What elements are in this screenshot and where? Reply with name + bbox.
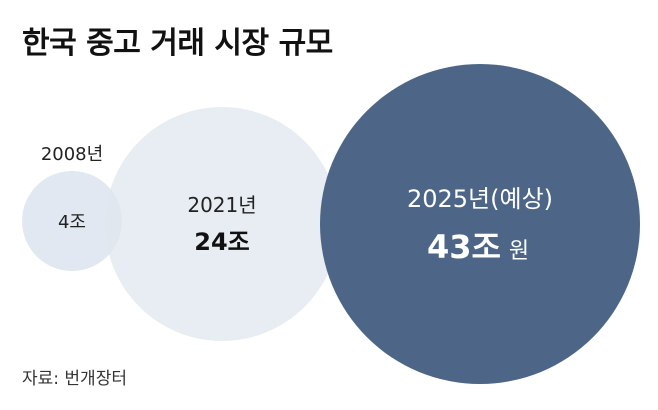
bubble-1: [105, 107, 339, 341]
chart-title: 한국 중고 거래 시장 규모: [22, 26, 333, 61]
bubble-year-label-0: 2008년: [41, 144, 103, 165]
bubble-year-label-1: 2021년: [187, 193, 256, 217]
bubble-0: [22, 171, 122, 271]
bubble-unit-label-2: 원: [509, 239, 529, 264]
bubble-value-label-1: 24조: [194, 228, 249, 256]
source-note: 자료: 번개장터: [22, 369, 127, 389]
bubble-value-label-0: 4조: [58, 212, 86, 233]
bubble-2: [320, 64, 640, 384]
bubble-value-label-2: 43조: [427, 228, 501, 266]
bubble-year-label-2: 2025년(예상): [407, 185, 553, 213]
